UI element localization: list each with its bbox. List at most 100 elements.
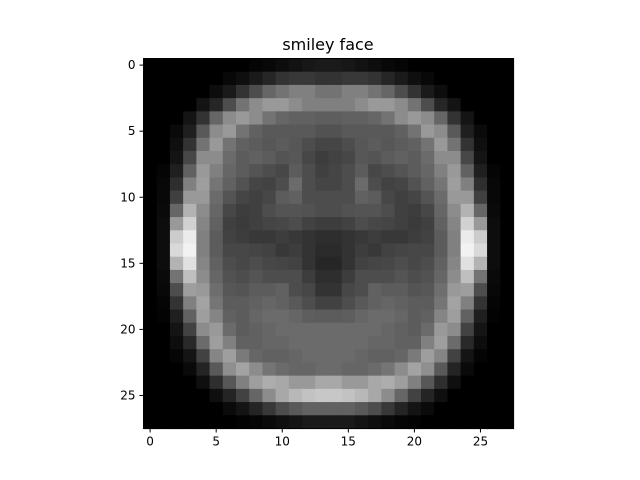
heatmap-cell: [183, 309, 197, 324]
heatmap-cell: [434, 362, 449, 377]
heatmap-cell: [381, 283, 396, 297]
heatmap-cell: [354, 111, 369, 126]
heatmap-cell: [183, 269, 197, 284]
heatmap-cell: [315, 296, 330, 311]
heatmap-cell: [183, 230, 197, 245]
heatmap-cell: [156, 151, 171, 165]
heatmap-cell: [394, 256, 409, 271]
heatmap-cell: [275, 296, 290, 311]
heatmap-cell: [169, 322, 184, 337]
heatmap-cell: [434, 137, 449, 152]
heatmap-cell: [447, 336, 462, 350]
heatmap-cell: [249, 256, 264, 271]
heatmap-cell: [328, 203, 343, 218]
heatmap-cell: [407, 402, 422, 416]
heatmap-cell: [209, 415, 224, 430]
heatmap-cell: [354, 164, 369, 179]
heatmap-cell: [288, 309, 303, 324]
heatmap-cell: [209, 71, 224, 86]
heatmap-cell: [196, 111, 211, 126]
heatmap-cell: [500, 98, 515, 112]
heatmap-cell: [169, 269, 184, 284]
heatmap-cell: [209, 269, 224, 284]
heatmap-cell: [341, 190, 356, 205]
heatmap-cell: [249, 177, 264, 192]
heatmap-cell: [315, 137, 330, 152]
heatmap-cell: [288, 151, 303, 165]
heatmap-cell: [368, 151, 382, 165]
heatmap-cell: [447, 375, 462, 390]
heatmap-cell: [394, 243, 409, 258]
heatmap-cell: [209, 283, 224, 297]
heatmap-cell: [447, 243, 462, 258]
heatmap-cell: [460, 111, 475, 126]
heatmap-cell: [487, 269, 501, 284]
heatmap-cell: [302, 375, 316, 390]
heatmap-cell: [262, 71, 277, 86]
heatmap-cell: [407, 375, 422, 390]
heatmap-cell: [196, 203, 211, 218]
heatmap-cell: [460, 230, 475, 245]
heatmap-cell: [434, 322, 449, 337]
heatmap-cell: [156, 375, 171, 390]
heatmap-cell: [249, 375, 264, 390]
heatmap-cell: [275, 137, 290, 152]
heatmap-cell: [381, 349, 396, 364]
heatmap-cell: [368, 336, 382, 350]
heatmap-cell: [183, 190, 197, 205]
heatmap-cell: [368, 177, 382, 192]
heatmap-cell: [381, 124, 396, 139]
heatmap-cell: [341, 98, 356, 112]
heatmap-cell: [381, 203, 396, 218]
heatmap-cell: [222, 111, 237, 126]
heatmap-cell: [434, 388, 449, 403]
heatmap-cell: [236, 402, 250, 416]
heatmap-cell: [249, 71, 264, 86]
heatmap-cell: [407, 309, 422, 324]
heatmap-cell: [487, 362, 501, 377]
heatmap-cell: [354, 349, 369, 364]
heatmap-cell: [473, 84, 488, 99]
heatmap-cell: [169, 362, 184, 377]
heatmap-cell: [262, 375, 277, 390]
heatmap-cell: [169, 58, 184, 73]
heatmap-cell: [407, 256, 422, 271]
heatmap-cell: [487, 58, 501, 73]
y-tick-label: 25: [120, 388, 135, 402]
heatmap-cell: [487, 124, 501, 139]
heatmap-cell: [262, 84, 277, 99]
heatmap-cell: [315, 230, 330, 245]
heatmap-cell: [407, 388, 422, 403]
heatmap-cell: [262, 415, 277, 430]
heatmap-cell: [328, 402, 343, 416]
heatmap-cell: [328, 415, 343, 430]
heatmap-cell: [196, 151, 211, 165]
heatmap-cell: [407, 124, 422, 139]
heatmap-cell: [447, 164, 462, 179]
heatmap-cell: [169, 388, 184, 403]
heatmap-cell: [328, 322, 343, 337]
heatmap-cell: [487, 256, 501, 271]
heatmap-cell: [341, 415, 356, 430]
heatmap-cell: [381, 375, 396, 390]
heatmap-cell: [156, 388, 171, 403]
heatmap-cell: [143, 71, 158, 86]
heatmap-cell: [275, 111, 290, 126]
heatmap-cell: [236, 322, 250, 337]
heatmap-cell: [394, 71, 409, 86]
heatmap-cell: [222, 137, 237, 152]
heatmap-cell: [275, 402, 290, 416]
heatmap-cell: [447, 256, 462, 271]
heatmap-cell: [421, 269, 435, 284]
heatmap-cell: [487, 98, 501, 112]
heatmap-cell: [222, 415, 237, 430]
heatmap-cell: [236, 309, 250, 324]
heatmap-cell: [434, 98, 449, 112]
heatmap-cell: [434, 269, 449, 284]
heatmap-cell: [421, 415, 435, 430]
heatmap-cell: [302, 217, 316, 231]
heatmap-cell: [328, 124, 343, 139]
heatmap-cell: [354, 415, 369, 430]
heatmap-cell: [328, 151, 343, 165]
heatmap-cell: [236, 336, 250, 350]
